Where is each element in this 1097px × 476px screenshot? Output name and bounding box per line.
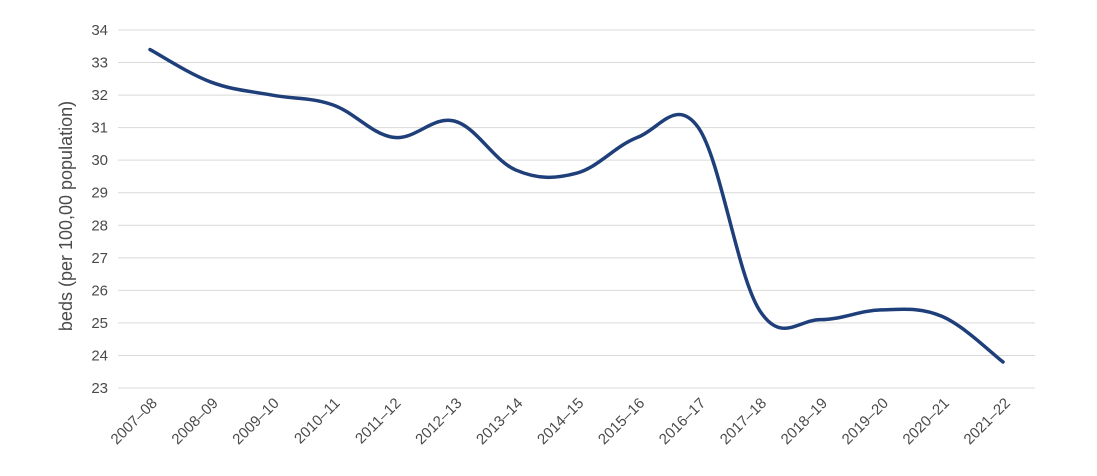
y-tick-label: 26 (91, 282, 108, 299)
y-tick-label: 32 (91, 87, 108, 104)
y-tick-label: 31 (91, 120, 108, 137)
y-tick-label: 30 (91, 152, 108, 169)
series-line (148, 47, 1005, 364)
x-tick-label: 2012–13 (412, 395, 465, 448)
y-tick-label: 29 (91, 185, 108, 202)
x-tick-label: 2014–15 (534, 395, 587, 448)
x-tick-label: 2020–21 (900, 395, 953, 448)
x-tick-label: 2021–22 (961, 395, 1014, 448)
x-tick-label: 2010–11 (291, 395, 344, 448)
x-tick-label: 2013–14 (473, 395, 526, 448)
y-tick-label: 28 (91, 217, 108, 234)
y-tick-label: 25 (91, 315, 108, 332)
y-tick-label: 34 (91, 22, 108, 39)
x-tick-label: 2009–10 (229, 395, 282, 448)
x-tick-label: 2019–20 (839, 395, 892, 448)
x-tick-label: 2015–16 (595, 395, 648, 448)
y-axis-ticks: 23 24 25 26 27 28 29 30 31 32 33 34 (91, 22, 108, 397)
x-tick-label: 2016–17 (656, 395, 709, 448)
x-tick-label: 2017–18 (717, 395, 770, 448)
x-tick-label: 2018–19 (778, 395, 831, 448)
x-tick-label: 2007–08 (108, 395, 161, 448)
y-tick-label: 23 (91, 380, 108, 397)
y-tick-label: 24 (91, 347, 108, 364)
x-tick-label: 2011–12 (352, 395, 405, 448)
x-axis-ticks: 2007–08 2008–09 2009–10 2010–11 2011–12 2012–… (108, 395, 1014, 448)
x-tick-label: 2008–09 (168, 395, 221, 448)
y-axis-label: beds (per 100,00 population) (56, 101, 76, 331)
gridlines (118, 29, 1035, 389)
y-tick-label: 27 (91, 250, 108, 267)
y-tick-label: 33 (91, 55, 108, 72)
